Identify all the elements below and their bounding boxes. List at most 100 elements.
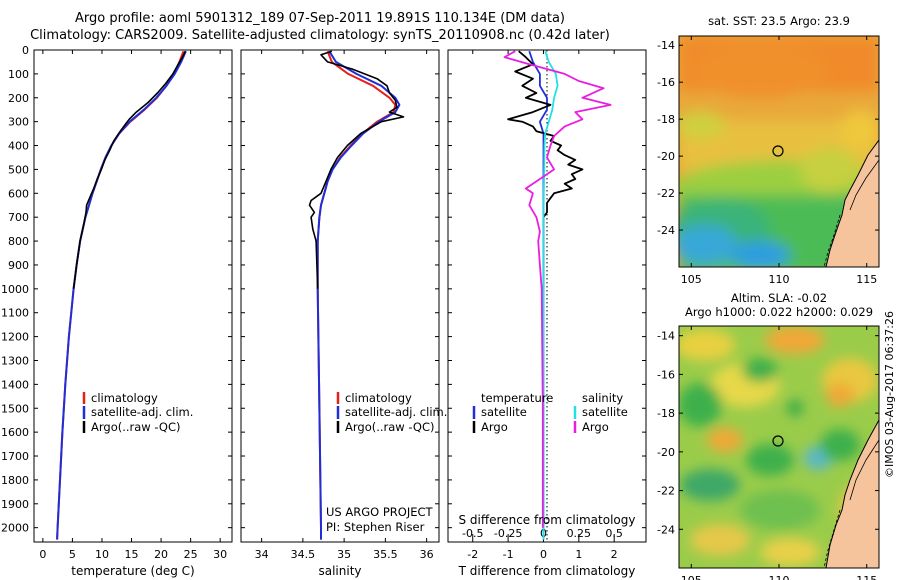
t-difference-xlabel: T difference from climatology: [458, 564, 636, 578]
depth-tick-label: 700: [8, 211, 29, 224]
lat-tick-label: -18: [657, 407, 675, 420]
legend-temperature-title: temperature: [481, 391, 553, 405]
depth-tick-label: 0: [22, 44, 29, 57]
legend-salinity-title: salinity: [582, 391, 623, 405]
salinity-x-axis: 34 34.5 35 35.5 36: [255, 50, 434, 561]
depth-tick-label: 1400: [1, 378, 29, 391]
s-tick-label: -0.5: [462, 527, 483, 540]
diff-line-salinity-satellite: [542, 50, 559, 540]
diff-line-salinity-argo: [503, 50, 612, 528]
title-line-2: Climatology: CARS2009. Satellite-adjuste…: [30, 28, 610, 43]
legend-climatology-label: climatology: [91, 391, 158, 405]
depth-tick-label: 1500: [1, 402, 29, 415]
legend-climatology-label: climatology: [345, 391, 412, 405]
depth-tick-label: 1300: [1, 354, 29, 367]
depth-tick-label: 1600: [1, 426, 29, 439]
s-tick-label: 0.5: [605, 527, 623, 540]
depth-tick-label: 1800: [1, 474, 29, 487]
x-tick-label: 36: [420, 548, 434, 561]
sla-map-axes: -14 -16 -18 -20 -22 -24 105 110 115: [657, 326, 879, 580]
salinity-legend: climatology satellite-adj. clim. Argo(..…: [336, 391, 447, 434]
s-tick-label: 0.25: [567, 527, 592, 540]
sla-map-title-2: Argo h1000: 0.022 h2000: 0.029: [685, 305, 873, 319]
depth-tick-label: 300: [8, 116, 29, 129]
depth-tick-label: 1200: [1, 331, 29, 344]
temperature-legend: climatology satellite-adj. clim. Argo(..…: [82, 391, 193, 434]
t-tick-label: 2: [611, 548, 618, 561]
legend-argo-label: Argo(..raw -QC): [345, 420, 435, 434]
difference-legend: temperature satellite Argo salinity sate…: [472, 391, 628, 434]
project-pi: PI: Stephen Riser: [326, 520, 425, 534]
x-tick-label: 34: [255, 548, 269, 561]
depth-tick-label: 1700: [1, 450, 29, 463]
legend-sal-argo-label: Argo: [582, 420, 609, 434]
lon-tick-label: 110: [769, 273, 790, 286]
sst-map-axes: -14 -16 -18 -20 -22 -24 105 110 115: [657, 36, 879, 286]
legend-temp-argo-label: Argo: [481, 420, 508, 434]
lat-tick-label: -20: [657, 446, 675, 459]
temperature-series: [56, 50, 187, 540]
depth-tick-label: 600: [8, 187, 29, 200]
depth-tick-label: 400: [8, 140, 29, 153]
lat-tick-label: -20: [657, 150, 675, 163]
sst-float-marker: [772, 145, 784, 157]
depth-tick-label: 1000: [1, 283, 29, 296]
sst-map-image: [679, 36, 879, 267]
lon-tick-label: 110: [769, 574, 790, 580]
t-tick-label: -2: [467, 548, 478, 561]
lat-tick-label: -22: [657, 485, 675, 498]
salinity-xlabel: salinity: [318, 564, 361, 578]
salinity-series: [308, 50, 405, 540]
s-tick-label: -0.25: [494, 527, 522, 540]
depth-tick-label: 100: [8, 68, 29, 81]
series-line-argo-raw-qc-: [308, 50, 405, 289]
difference-series: [503, 50, 612, 540]
x-tick-label: 5: [69, 548, 76, 561]
t-tick-label: 0: [540, 548, 547, 561]
temperature-x-axis: 0 5 10 15 20 25 30: [39, 50, 227, 561]
x-tick-label: 34.5: [291, 548, 316, 561]
lat-tick-label: -24: [657, 224, 675, 237]
sla-map-image: [679, 326, 879, 568]
legend-temp-satellite-label: satellite: [481, 405, 527, 419]
depth-axis: 0 100 200 300 400 500 600 700 800 900 1000 1100 1200…: [1, 44, 646, 535]
lat-tick-label: -24: [657, 523, 675, 536]
lat-tick-label: -22: [657, 187, 675, 200]
sla-float-marker: [772, 435, 784, 447]
x-tick-label: 35: [337, 548, 351, 561]
legend-satellite-label: satellite-adj. clim.: [345, 405, 447, 419]
temperature-xlabel: temperature (deg C): [71, 564, 194, 578]
lon-tick-label: 105: [681, 574, 702, 580]
lat-tick-label: -14: [657, 39, 675, 52]
imos-timestamp: ©IMOS 03-Aug-2017 06:37:26: [883, 311, 896, 478]
title-line-1: Argo profile: aoml 5901312_189 07-Sep-20…: [75, 11, 565, 26]
sst-map-title: sat. SST: 23.5 Argo: 23.9: [708, 14, 850, 28]
lon-tick-label: 115: [856, 273, 877, 286]
legend-sal-satellite-label: satellite: [582, 405, 628, 419]
depth-tick-label: 1100: [1, 307, 29, 320]
depth-tick-label: 2000: [1, 522, 29, 535]
s-difference-xlabel: S difference from climatology: [459, 513, 636, 527]
x-tick-label: 25: [184, 548, 198, 561]
lon-tick-label: 115: [856, 574, 877, 580]
depth-tick-label: 800: [8, 235, 29, 248]
salinity-panel-frame: [240, 49, 440, 543]
x-tick-label: 10: [95, 548, 109, 561]
depth-tick-label: 900: [8, 259, 29, 272]
sla-map-title-1: Altim. SLA: -0.02: [731, 291, 827, 305]
diff-line-temperature-argo: [507, 50, 584, 289]
depth-tick-label: 200: [8, 92, 29, 105]
lat-tick-label: -16: [657, 368, 675, 381]
temperature-panel-frame: [33, 49, 233, 543]
difference-panel-frame: [447, 49, 647, 543]
lon-tick-label: 105: [681, 273, 702, 286]
t-tick-label: -1: [503, 548, 514, 561]
depth-tick-label: 1900: [1, 498, 29, 511]
lat-tick-label: -18: [657, 113, 675, 126]
lat-tick-label: -16: [657, 76, 675, 89]
t-tick-label: 1: [575, 548, 582, 561]
project-name: US ARGO PROJECT: [326, 505, 434, 519]
legend-argo-label: Argo(..raw -QC): [91, 420, 181, 434]
legend-satellite-label: satellite-adj. clim.: [91, 405, 193, 419]
